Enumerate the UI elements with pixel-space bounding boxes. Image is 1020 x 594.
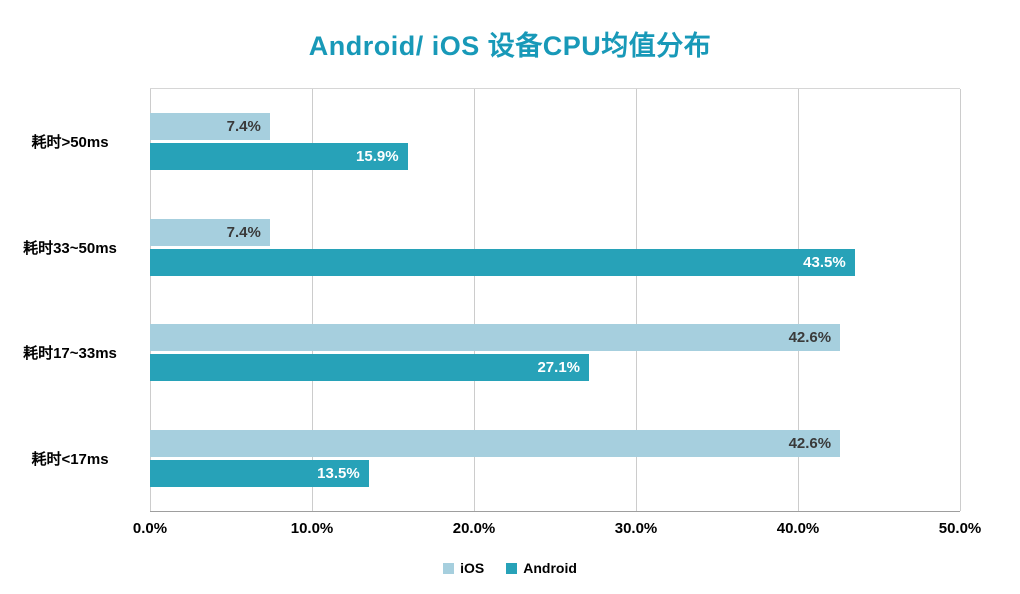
x-tick-label: 10.0% [290, 520, 334, 537]
bar-value-label: 27.1% [537, 359, 581, 377]
bar-value-label: 15.9% [356, 148, 399, 166]
x-tick-label: 20.0% [452, 520, 496, 537]
x-tick-label: 50.0% [938, 520, 982, 537]
legend-item-ios: iOS [443, 560, 484, 576]
category-label: 耗时33~50ms [23, 239, 117, 257]
bar-ios: 7.4% [150, 113, 270, 141]
category-label: 耗时>50ms [31, 134, 109, 152]
bar-group: 耗时<17ms 42.6% 13.5% [31, 406, 960, 512]
category-label: 耗时17~33ms [23, 345, 117, 363]
bar-ios: 42.6% [150, 324, 841, 352]
chart-title: Android/ iOS 设备CPU均值分布 [308, 31, 712, 61]
bar-value-label: 7.4% [226, 118, 261, 136]
gridline [960, 89, 961, 511]
legend-label: iOS [460, 560, 485, 576]
gridline [798, 89, 799, 511]
gridline [150, 89, 151, 511]
bar-value-label: 42.6% [788, 329, 832, 347]
x-axis: 0.0% 10.0% 20.0% 30.0% 40.0% 50.0% [133, 520, 981, 544]
bar-android: 43.5% [150, 248, 855, 276]
x-tick-label: 30.0% [614, 520, 658, 537]
bar-android: 27.1% [150, 354, 590, 382]
bar-group: 耗时>50ms 7.4% 15.9% [31, 89, 960, 195]
legend: iOS Android [0, 560, 1020, 576]
gridline [312, 89, 313, 511]
bar-ios: 7.4% [150, 218, 270, 246]
bar-group: 耗时33~50ms 7.4% 43.5% [23, 195, 960, 301]
bar-android: 15.9% [150, 143, 408, 171]
x-tick-label: 40.0% [776, 520, 820, 537]
bar-ios: 42.6% [150, 429, 841, 457]
x-tick-label: 0.0% [132, 520, 168, 537]
bar-android: 13.5% [150, 459, 369, 487]
bar-value-label: 7.4% [226, 223, 261, 241]
bar-groups: 耗时>50ms 7.4% 15.9% 耗时33~50ms 7.4% 43.5% 耗时17~3… [23, 89, 960, 512]
legend-swatch-icon [443, 562, 455, 574]
category-label: 耗时<17ms [31, 450, 109, 468]
legend-label: Android [523, 560, 577, 576]
legend-item-android: Android [506, 560, 577, 576]
legend-swatch-icon [506, 562, 518, 574]
bar-value-label: 43.5% [803, 253, 846, 271]
plot-area: 耗时>50ms 7.4% 15.9% 耗时33~50ms 7.4% 43.5% 耗时17~3… [23, 88, 961, 512]
gridline [474, 89, 475, 511]
gridline [636, 89, 637, 511]
bar-value-label: 13.5% [317, 464, 360, 482]
bar-group: 耗时17~33ms 42.6% 27.1% [23, 300, 960, 406]
bar-value-label: 42.6% [788, 434, 832, 452]
